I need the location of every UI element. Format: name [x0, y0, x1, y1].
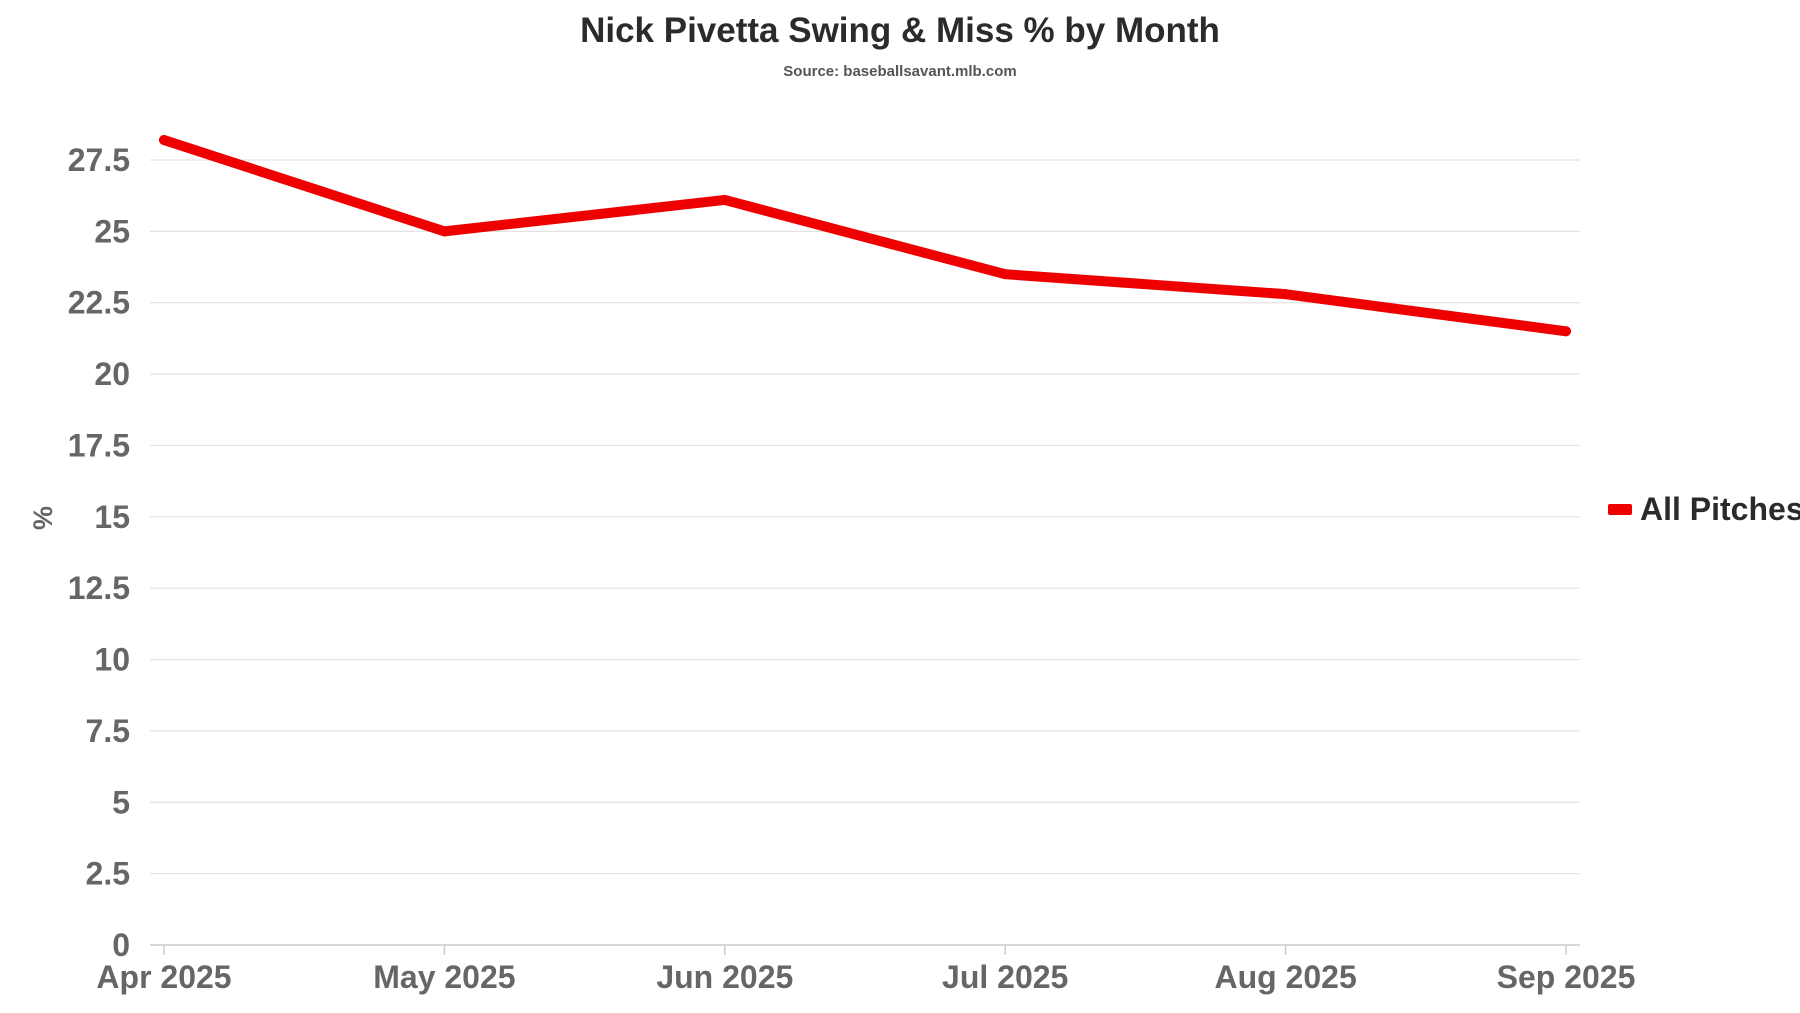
- y-tick-label: 25: [94, 213, 130, 249]
- y-tick-label: 10: [94, 642, 130, 678]
- y-tick-label: 0: [112, 927, 130, 963]
- x-tick-label: Aug 2025: [1214, 959, 1356, 995]
- x-axis-ticks: Apr 2025 May 2025 Jun 2025 Jul 2025 Aug 2025…: [96, 945, 1635, 995]
- x-tick-label: May 2025: [373, 959, 515, 995]
- y-tick-label: 15: [94, 499, 130, 535]
- series-line-all-pitches[interactable]: [159, 135, 1571, 337]
- data-point[interactable]: [1280, 289, 1291, 300]
- data-point[interactable]: [159, 135, 169, 146]
- data-point[interactable]: [1000, 269, 1011, 280]
- y-tick-label: 20: [94, 356, 130, 392]
- x-tick-label: Jul 2025: [942, 959, 1068, 995]
- y-tick-label: 17.5: [68, 427, 130, 463]
- y-tick-label: 22.5: [68, 285, 130, 321]
- y-tick-label: 2.5: [86, 856, 130, 892]
- x-tick-label: Apr 2025: [96, 959, 231, 995]
- legend-label-all-pitches: All Pitches: [1640, 491, 1800, 527]
- series-layer: [159, 135, 1571, 337]
- chart-title: Nick Pivetta Swing & Miss % by Month: [580, 11, 1220, 50]
- grid-lines: [150, 159, 1580, 875]
- chart-subtitle: Source: baseballsavant.mlb.com: [783, 63, 1016, 80]
- x-tick-label: Sep 2025: [1497, 959, 1636, 995]
- y-axis-ticks: 0 2.5 5 7.5 10 12.5 15 17.5 20 22.5 25 27.5: [68, 142, 130, 963]
- legend[interactable]: All Pitches: [1608, 491, 1800, 527]
- x-tick-label: Jun 2025: [656, 959, 793, 995]
- y-axis-title: %: [28, 506, 58, 530]
- y-tick-label: 7.5: [86, 713, 130, 749]
- legend-swatch: [1608, 504, 1632, 515]
- y-tick-label: 5: [112, 784, 130, 820]
- y-tick-label: 12.5: [68, 570, 130, 606]
- data-point[interactable]: [439, 226, 450, 237]
- y-tick-label: 27.5: [68, 142, 130, 178]
- data-point[interactable]: [1561, 326, 1571, 337]
- data-point[interactable]: [719, 194, 730, 205]
